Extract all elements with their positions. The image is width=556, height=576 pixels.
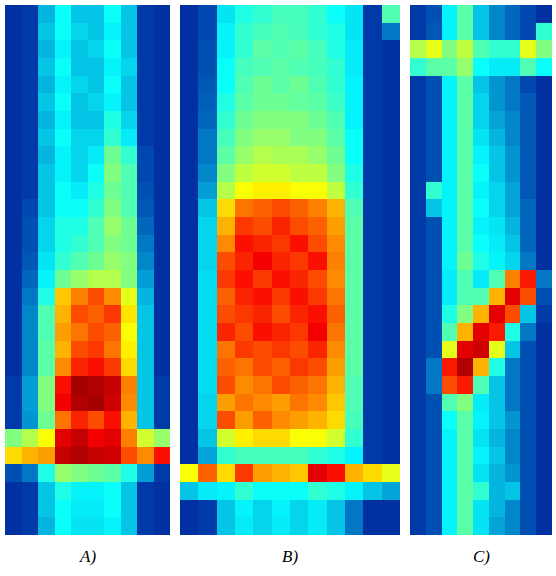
svg-text:B): B) <box>282 547 298 566</box>
svg-text:A): A) <box>79 547 96 566</box>
svg-text:C): C) <box>473 547 490 566</box>
